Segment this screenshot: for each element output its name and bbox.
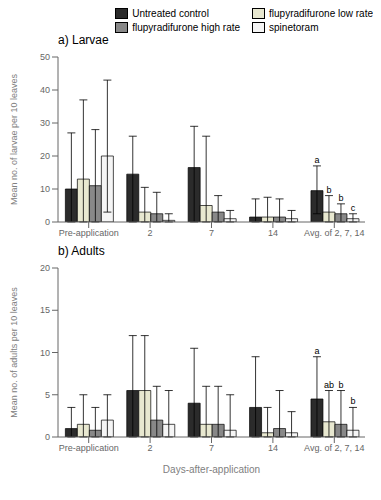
svg-text:b: b: [326, 185, 331, 195]
svg-text:14: 14: [268, 228, 278, 238]
svg-text:0: 0: [45, 217, 50, 227]
svg-text:20: 20: [40, 263, 50, 273]
svg-text:Avg. of 2, 7, 14: Avg. of 2, 7, 14: [304, 443, 364, 453]
svg-text:Mean no. of larvae per 10 leav: Mean no. of larvae per 10 leaves: [9, 73, 19, 205]
svg-text:Days-after-application: Days-after-application: [163, 464, 260, 475]
svg-text:15: 15: [40, 305, 50, 315]
svg-text:7: 7: [209, 228, 214, 238]
html-text:flupyradifurone low rate: flupyradifurone low rate: [269, 8, 373, 19]
html-text:Untreated control: Untreated control: [132, 8, 209, 19]
svg-text:30: 30: [40, 118, 50, 128]
svg-text:50: 50: [40, 52, 50, 62]
svg-text:0: 0: [45, 432, 50, 442]
svg-text:Mean no. of adults per 10 leav: Mean no. of adults per 10 leaves: [9, 287, 19, 418]
svg-text:a: a: [314, 346, 319, 356]
svg-text:ab: ab: [324, 380, 334, 390]
svg-text:Avg. of 2, 7, 14: Avg. of 2, 7, 14: [304, 228, 364, 238]
svg-text:5: 5: [45, 390, 50, 400]
svg-text:b: b: [350, 396, 355, 406]
html-text:b) Adults: b) Adults: [58, 244, 105, 258]
svg-text:b: b: [338, 193, 343, 203]
svg-text:2: 2: [148, 443, 153, 453]
svg-text:20: 20: [40, 151, 50, 161]
svg-text:14: 14: [268, 443, 278, 453]
svg-text:2: 2: [148, 228, 153, 238]
svg-text:c: c: [351, 203, 356, 213]
svg-text:10: 10: [40, 348, 50, 358]
svg-text:7: 7: [209, 443, 214, 453]
svg-text:40: 40: [40, 85, 50, 95]
html-text:spinetoram: spinetoram: [269, 22, 319, 33]
html-text:a) Larvae: a) Larvae: [58, 33, 109, 47]
svg-text:Pre-application: Pre-application: [59, 228, 119, 238]
html-text:flupyradifurone high rate: flupyradifurone high rate: [132, 22, 240, 33]
svg-text:a: a: [314, 155, 319, 165]
svg-text:b: b: [338, 380, 343, 390]
svg-text:Pre-application: Pre-application: [59, 443, 119, 453]
svg-text:10: 10: [40, 184, 50, 194]
